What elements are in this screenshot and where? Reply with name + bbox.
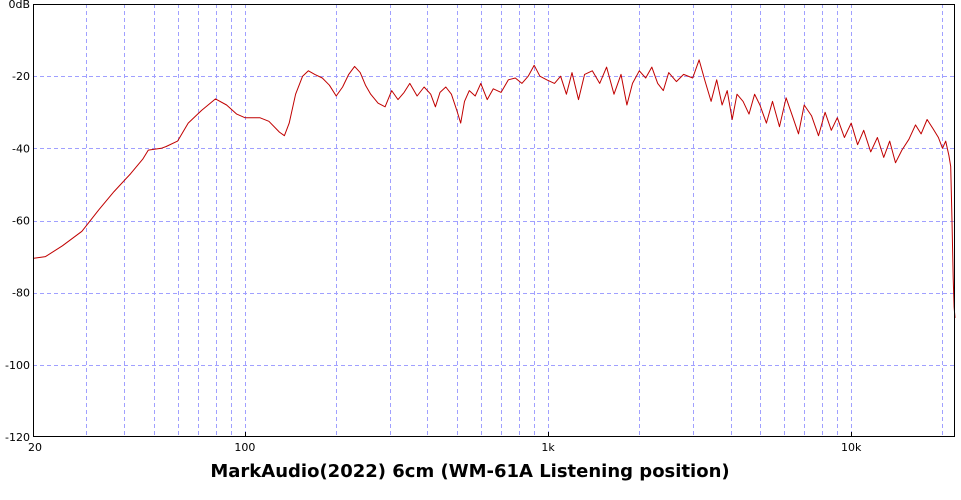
series-line-0: [32, 59, 956, 318]
x-tick-label: 100: [234, 441, 255, 454]
y-tick-label: -80: [12, 287, 30, 300]
y-tick-label: -20: [12, 70, 30, 83]
x-tick-label: 20: [28, 441, 42, 454]
trace-layer: [32, 59, 956, 318]
y-tick-label: -120: [5, 431, 30, 444]
chart-title: MarkAudio(2022) 6cm (WM-61A Listening po…: [210, 461, 730, 482]
x-tick-label: 10k: [841, 441, 862, 454]
y-tick-label: -100: [5, 359, 30, 372]
y-tick-label: -40: [12, 142, 30, 155]
x-tick-label: 1k: [541, 441, 555, 454]
grid-layer: [33, 4, 955, 437]
plot-frame: [33, 4, 955, 437]
y-tick-label: 0dB: [8, 0, 30, 11]
y-tick-label: -60: [12, 215, 30, 228]
axes-layer: [33, 4, 955, 437]
